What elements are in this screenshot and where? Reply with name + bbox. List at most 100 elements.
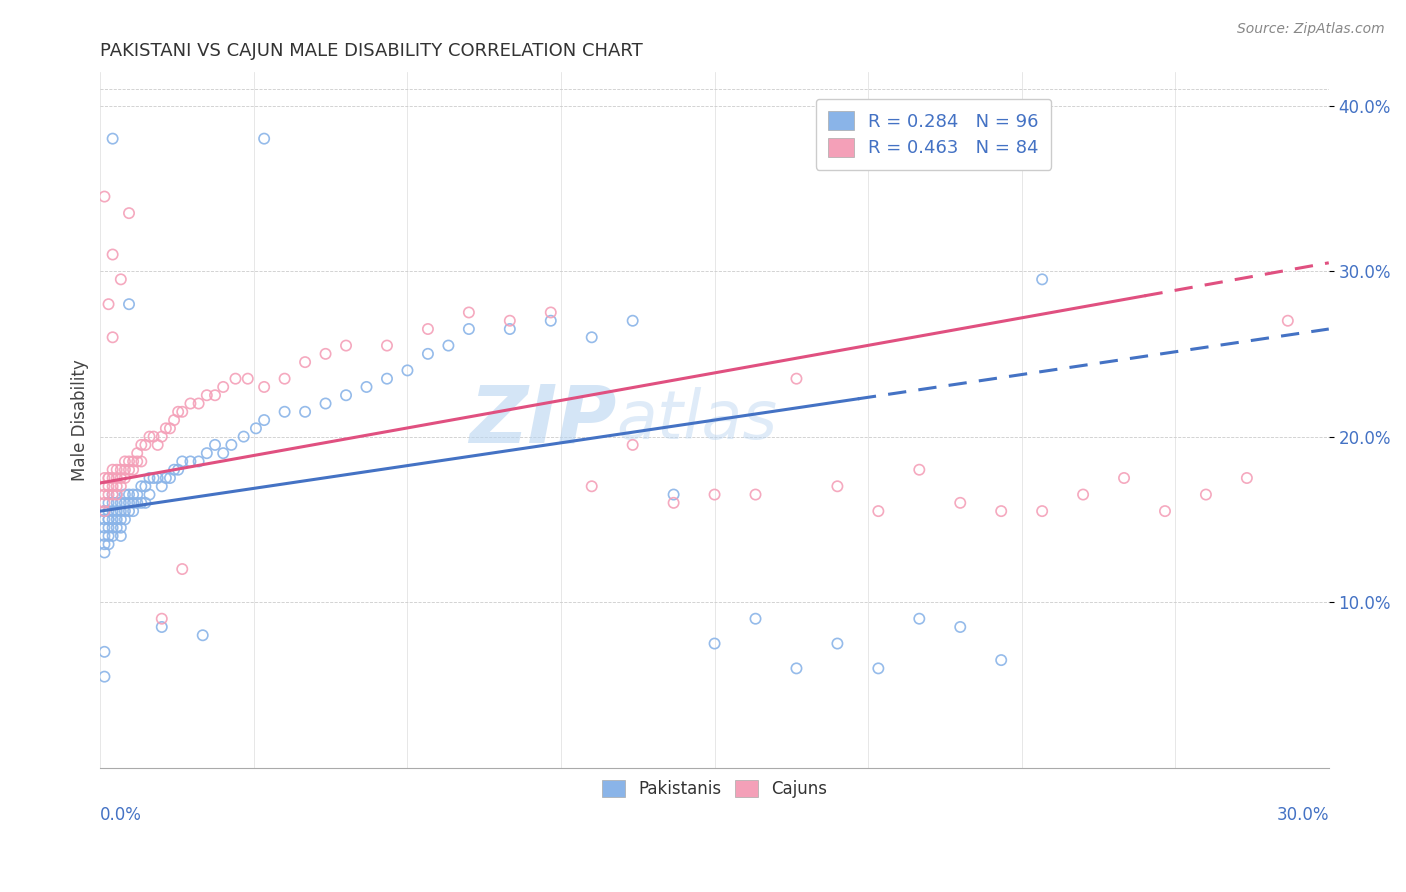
Point [105, 487, 128, 501]
Point [195, 388, 218, 402]
Point [127, 454, 149, 468]
Point [93, 496, 115, 510]
Point [118, 297, 141, 311]
Point [138, 429, 160, 443]
Point [146, 471, 169, 485]
Point [1112, 471, 1135, 485]
Point [294, 405, 316, 419]
Point [662, 496, 685, 510]
Point [581, 479, 603, 493]
Point [101, 247, 124, 261]
Point [150, 429, 173, 443]
Point [110, 471, 132, 485]
Point [540, 305, 562, 319]
Point [457, 305, 479, 319]
Point [93, 645, 115, 659]
Text: atlas: atlas [616, 387, 778, 453]
Point [118, 496, 141, 510]
Point [129, 479, 152, 493]
Point [110, 529, 132, 543]
Point [167, 463, 190, 477]
Point [273, 405, 295, 419]
Point [499, 314, 522, 328]
Point [93, 471, 115, 485]
Point [1277, 314, 1299, 328]
Point [703, 487, 725, 501]
Point [294, 355, 316, 369]
Point [204, 438, 226, 452]
Point [114, 463, 136, 477]
Point [335, 388, 357, 402]
Point [101, 479, 124, 493]
Point [416, 347, 439, 361]
Point [703, 636, 725, 650]
Point [97, 479, 120, 493]
Point [212, 380, 235, 394]
Point [138, 471, 160, 485]
Point [621, 314, 644, 328]
Point [315, 396, 337, 410]
Point [93, 504, 115, 518]
Point [110, 496, 132, 510]
Point [273, 372, 295, 386]
Point [540, 314, 562, 328]
Point [457, 322, 479, 336]
Point [662, 487, 685, 501]
Point [97, 487, 120, 501]
Point [93, 504, 115, 518]
Point [142, 429, 165, 443]
Point [827, 636, 849, 650]
Point [105, 479, 128, 493]
Point [93, 479, 115, 493]
Point [172, 405, 194, 419]
Point [1195, 487, 1218, 501]
Point [949, 620, 972, 634]
Point [416, 322, 439, 336]
Point [110, 479, 132, 493]
Point [114, 504, 136, 518]
Point [908, 463, 931, 477]
Point [1071, 487, 1094, 501]
Point [155, 471, 177, 485]
Point [93, 545, 115, 559]
Point [122, 454, 145, 468]
Point [129, 438, 152, 452]
Point [93, 537, 115, 551]
Point [146, 438, 169, 452]
Point [93, 487, 115, 501]
Point [949, 496, 972, 510]
Point [97, 496, 120, 510]
Point [105, 521, 128, 535]
Point [114, 454, 136, 468]
Point [105, 471, 128, 485]
Point [1236, 471, 1258, 485]
Y-axis label: Male Disability: Male Disability [72, 359, 89, 481]
Point [581, 330, 603, 344]
Point [744, 612, 766, 626]
Point [163, 463, 186, 477]
Point [868, 661, 890, 675]
Point [105, 496, 128, 510]
Point [827, 479, 849, 493]
Point [155, 421, 177, 435]
Point [437, 338, 460, 352]
Text: 30.0%: 30.0% [1277, 806, 1329, 824]
Point [101, 330, 124, 344]
Point [114, 496, 136, 510]
Point [179, 396, 201, 410]
Point [127, 496, 149, 510]
Point [172, 562, 194, 576]
Point [253, 380, 276, 394]
Point [1031, 272, 1053, 286]
Point [93, 529, 115, 543]
Point [114, 471, 136, 485]
Point [253, 413, 276, 427]
Point [172, 454, 194, 468]
Point [179, 454, 201, 468]
Point [97, 471, 120, 485]
Point [129, 454, 152, 468]
Point [990, 653, 1012, 667]
Point [122, 487, 145, 501]
Point [150, 479, 173, 493]
Point [159, 471, 181, 485]
